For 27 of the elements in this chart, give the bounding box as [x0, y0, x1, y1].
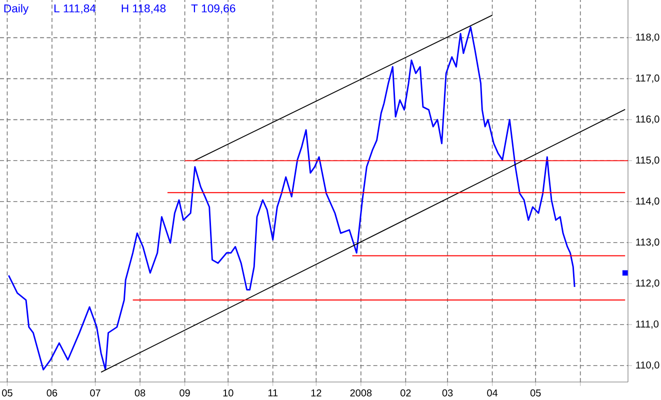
x-tick-label: 10: [223, 389, 234, 396]
x-tick-label: 03: [442, 389, 453, 396]
y-tick-label: 110,0: [636, 361, 660, 370]
x-tick-label: 04: [487, 389, 498, 396]
y-tick-label: 117,0: [636, 74, 660, 83]
chart-title: Daily: [4, 4, 29, 15]
line-series: [8, 26, 576, 370]
x-tick-label: 05: [2, 389, 12, 396]
y-tick-label: 116,0: [636, 116, 660, 124]
y-tick-label: 115,0: [636, 156, 660, 165]
y-tick-label: 114,0: [636, 198, 660, 206]
x-tick-label: 2008: [350, 389, 372, 396]
x-tick-label: 02: [400, 389, 411, 396]
x-tick-label: 12: [311, 389, 322, 396]
x-tick-label: 09: [180, 389, 190, 396]
x-tick-label: 11: [268, 389, 278, 396]
annotation: T 109,66: [191, 4, 236, 14]
y-tick-label: 112,0: [636, 279, 660, 288]
x-tick-label: 08: [134, 389, 146, 396]
y-tick-label: 118,0: [636, 34, 660, 42]
annotation: H 118,48: [122, 4, 166, 14]
annotation: L 111,84: [54, 4, 96, 14]
x-tick-label: 07: [90, 389, 100, 396]
x-tick-label: 06: [46, 389, 58, 396]
y-tick-label: 113,0: [636, 238, 660, 247]
x-tick-label: 05: [530, 389, 541, 396]
y-tick-label: 111,0: [636, 320, 659, 329]
